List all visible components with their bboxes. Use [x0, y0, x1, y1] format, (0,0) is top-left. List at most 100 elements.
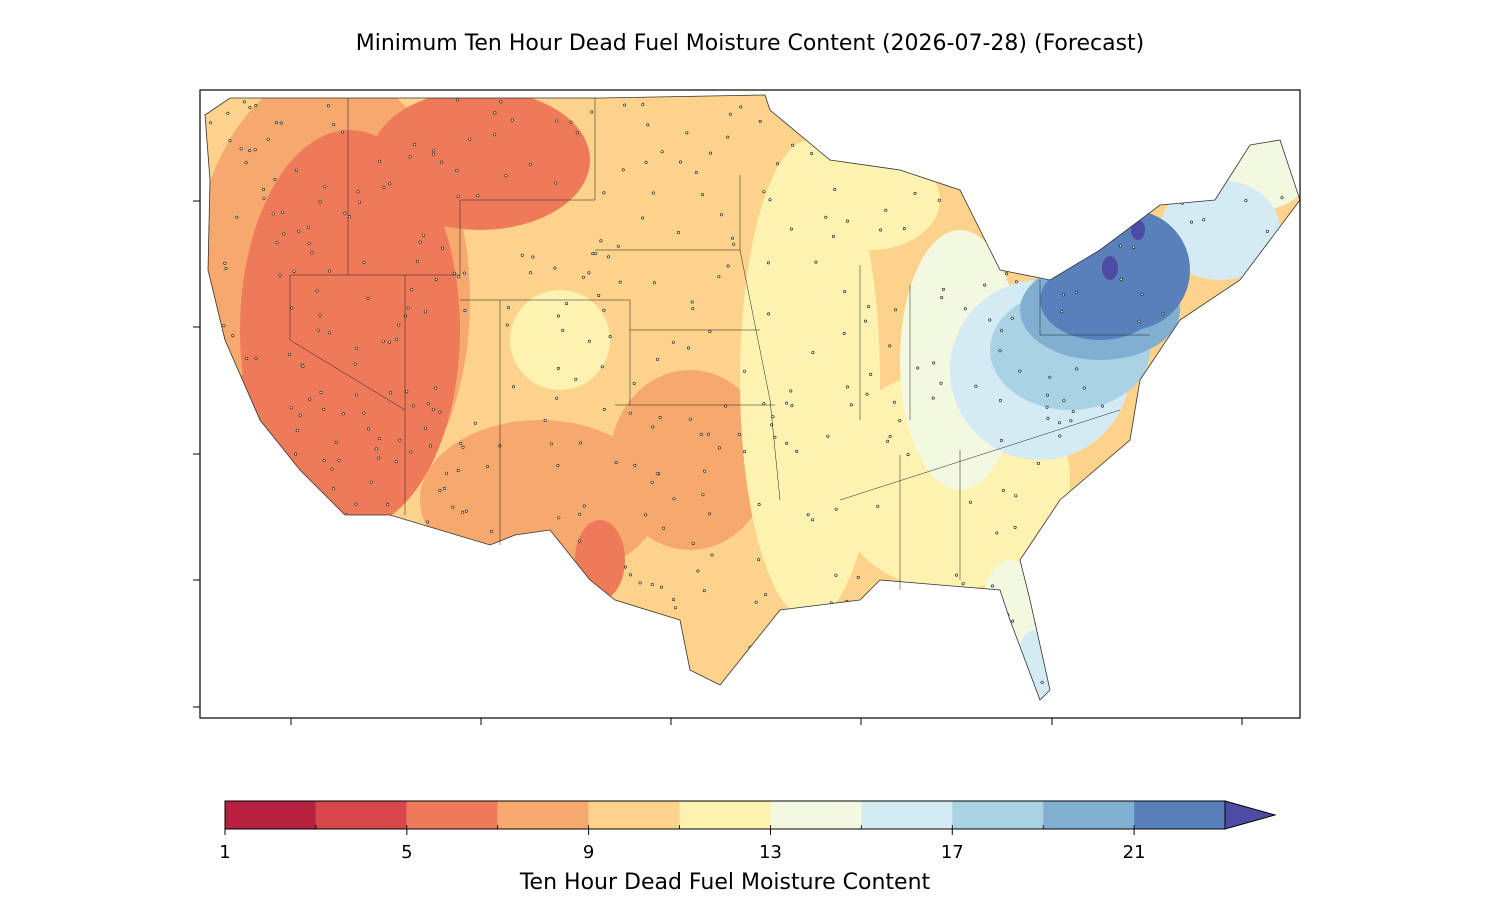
- station: [377, 456, 381, 460]
- station: [575, 131, 579, 135]
- station: [884, 208, 888, 212]
- station: [299, 516, 303, 520]
- station: [888, 344, 892, 348]
- station: [216, 556, 220, 560]
- station: [505, 567, 509, 571]
- station: [245, 356, 249, 360]
- station: [311, 514, 315, 518]
- station: [1244, 199, 1248, 203]
- station: [802, 120, 806, 124]
- station: [493, 111, 497, 115]
- station: [1116, 677, 1120, 681]
- station: [767, 312, 771, 316]
- station: [1161, 137, 1165, 141]
- station: [555, 119, 559, 123]
- station: [543, 418, 547, 422]
- station: [205, 521, 207, 525]
- station: [925, 129, 929, 133]
- station: [989, 129, 993, 133]
- station: [717, 275, 721, 279]
- station: [578, 539, 582, 543]
- station: [499, 100, 503, 104]
- station: [1161, 163, 1165, 167]
- station: [954, 573, 958, 577]
- station: [254, 356, 258, 360]
- station: [389, 391, 393, 395]
- station: [462, 271, 466, 275]
- station: [1122, 680, 1126, 684]
- station: [316, 328, 320, 332]
- station: [597, 293, 601, 297]
- station: [600, 365, 604, 369]
- station: [549, 442, 553, 446]
- station: [1140, 292, 1144, 296]
- station: [791, 143, 795, 147]
- station: [948, 688, 952, 692]
- station: [587, 271, 591, 275]
- station: [1046, 416, 1050, 420]
- station: [403, 314, 407, 318]
- station: [1119, 277, 1123, 281]
- station: [208, 523, 212, 527]
- station: [321, 613, 325, 617]
- station: [1141, 134, 1145, 138]
- station: [678, 160, 682, 164]
- station: [644, 513, 648, 517]
- station: [533, 606, 537, 610]
- station: [877, 687, 881, 691]
- station: [1121, 489, 1125, 493]
- station: [845, 219, 849, 223]
- map-fill: [205, 95, 1300, 700]
- station: [470, 649, 474, 653]
- station: [504, 174, 508, 178]
- station: [548, 533, 552, 537]
- station: [1069, 419, 1073, 423]
- station: [341, 412, 345, 416]
- station: [355, 346, 359, 350]
- station: [429, 444, 433, 448]
- station: [455, 98, 459, 102]
- station: [444, 471, 448, 475]
- station: [810, 152, 814, 156]
- station: [1252, 339, 1256, 343]
- station: [660, 627, 664, 631]
- station: [909, 678, 913, 682]
- station: [331, 487, 335, 491]
- station: [506, 306, 510, 310]
- station: [405, 390, 409, 394]
- station: [691, 541, 695, 545]
- station: [876, 504, 880, 508]
- station: [261, 187, 265, 191]
- station: [644, 160, 648, 164]
- station: [998, 349, 1002, 353]
- station: [726, 264, 730, 268]
- station: [1011, 619, 1015, 623]
- station: [556, 611, 560, 615]
- station: [582, 504, 586, 508]
- station: [1010, 316, 1014, 320]
- station: [283, 490, 287, 494]
- station: [1069, 659, 1073, 663]
- station: [438, 488, 442, 492]
- station: [1223, 625, 1227, 629]
- colorbar-segment: [315, 801, 407, 829]
- station: [1127, 121, 1131, 125]
- station: [253, 148, 257, 152]
- station: [1122, 573, 1126, 577]
- station: [318, 313, 322, 317]
- station: [621, 168, 625, 172]
- map-ticks: [193, 200, 1243, 725]
- station: [1238, 322, 1242, 326]
- station: [542, 651, 546, 655]
- station: [282, 232, 286, 236]
- station: [432, 149, 436, 153]
- station: [561, 328, 565, 332]
- station: [555, 396, 559, 400]
- station: [968, 500, 972, 504]
- station: [1236, 361, 1240, 365]
- station: [231, 668, 235, 672]
- station: [1000, 328, 1004, 332]
- station: [569, 650, 573, 654]
- station: [641, 103, 645, 107]
